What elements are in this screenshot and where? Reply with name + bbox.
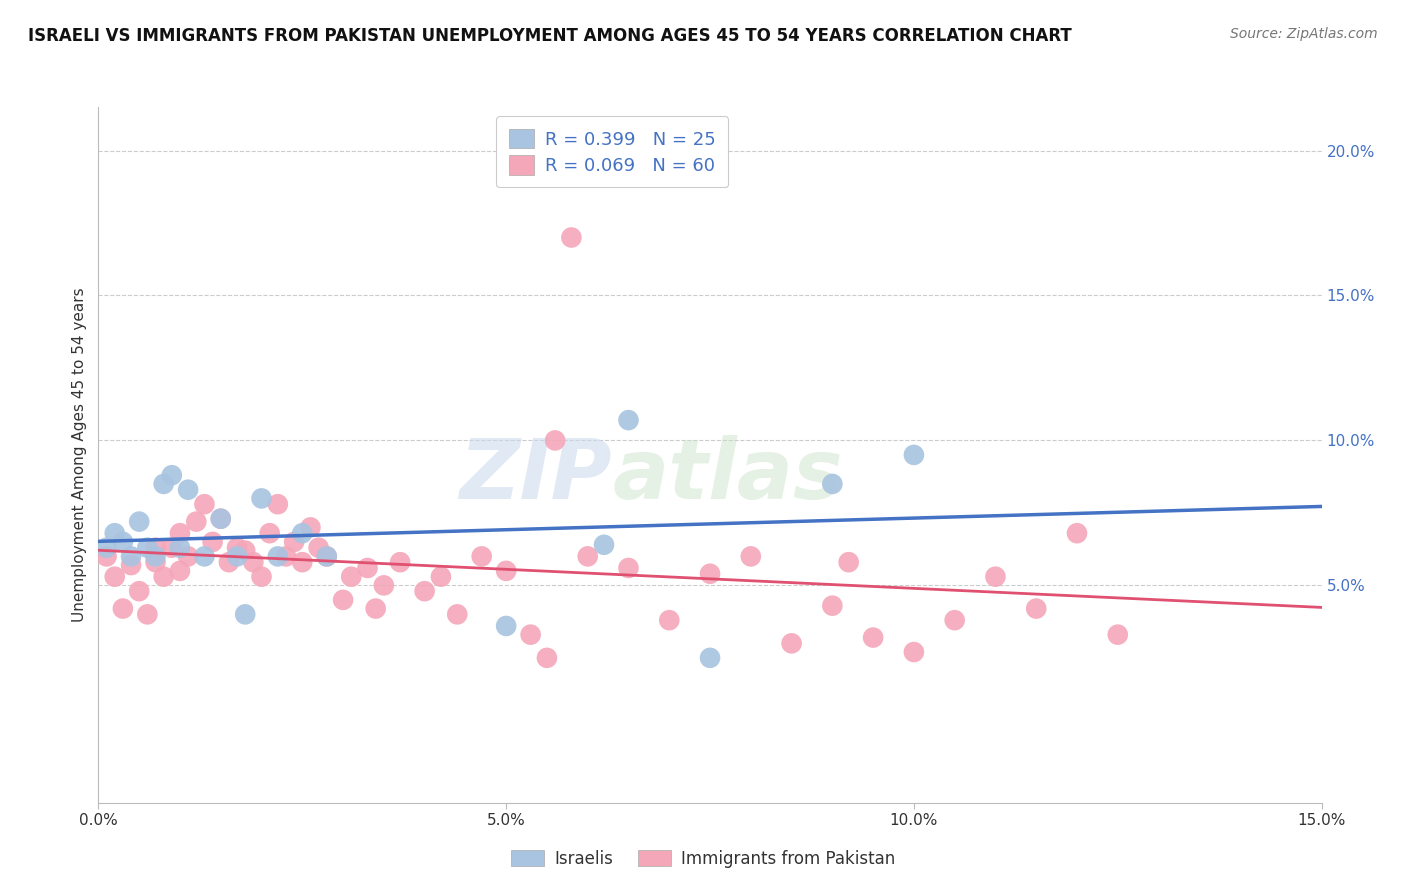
- Y-axis label: Unemployment Among Ages 45 to 54 years: Unemployment Among Ages 45 to 54 years: [72, 287, 87, 623]
- Point: [373, 578, 395, 592]
- Point: [495, 564, 517, 578]
- Point: [1025, 601, 1047, 615]
- Point: [267, 549, 290, 564]
- Point: [111, 601, 134, 615]
- Point: [576, 549, 599, 564]
- Point: [430, 570, 453, 584]
- Legend: Israelis, Immigrants from Pakistan: Israelis, Immigrants from Pakistan: [503, 844, 903, 875]
- Text: Source: ZipAtlas.com: Source: ZipAtlas.com: [1230, 27, 1378, 41]
- Point: [250, 570, 273, 584]
- Text: ISRAELI VS IMMIGRANTS FROM PAKISTAN UNEMPLOYMENT AMONG AGES 45 TO 54 YEARS CORRE: ISRAELI VS IMMIGRANTS FROM PAKISTAN UNEM…: [28, 27, 1071, 45]
- Point: [128, 584, 150, 599]
- Point: [593, 538, 616, 552]
- Point: [177, 483, 200, 497]
- Point: [104, 570, 127, 584]
- Point: [274, 549, 297, 564]
- Point: [315, 549, 337, 564]
- Point: [145, 549, 167, 564]
- Text: ZIP: ZIP: [460, 435, 612, 516]
- Point: [186, 515, 208, 529]
- Point: [169, 541, 191, 555]
- Point: [160, 541, 183, 555]
- Point: [780, 636, 803, 650]
- Point: [96, 541, 118, 555]
- Point: [267, 497, 290, 511]
- Point: [1107, 628, 1129, 642]
- Point: [193, 549, 215, 564]
- Point: [283, 534, 305, 549]
- Point: [364, 601, 387, 615]
- Point: [152, 570, 174, 584]
- Point: [519, 628, 541, 642]
- Point: [332, 592, 354, 607]
- Point: [233, 607, 256, 622]
- Point: [340, 570, 363, 584]
- Point: [413, 584, 436, 599]
- Point: [984, 570, 1007, 584]
- Point: [136, 541, 159, 555]
- Legend: R = 0.399   N = 25, R = 0.069   N = 60: R = 0.399 N = 25, R = 0.069 N = 60: [496, 116, 728, 187]
- Point: [903, 645, 925, 659]
- Point: [291, 555, 314, 569]
- Point: [177, 549, 200, 564]
- Point: [308, 541, 330, 555]
- Point: [471, 549, 494, 564]
- Point: [104, 526, 127, 541]
- Point: [226, 549, 249, 564]
- Point: [544, 434, 567, 448]
- Point: [862, 631, 884, 645]
- Point: [259, 526, 281, 541]
- Point: [145, 555, 167, 569]
- Point: [699, 566, 721, 581]
- Point: [160, 468, 183, 483]
- Point: [111, 534, 134, 549]
- Text: atlas: atlas: [612, 435, 842, 516]
- Point: [169, 564, 191, 578]
- Point: [128, 515, 150, 529]
- Point: [233, 543, 256, 558]
- Point: [145, 541, 167, 555]
- Point: [821, 599, 844, 613]
- Point: [299, 520, 322, 534]
- Point: [209, 511, 232, 525]
- Point: [658, 613, 681, 627]
- Point: [250, 491, 273, 506]
- Point: [446, 607, 468, 622]
- Point: [838, 555, 860, 569]
- Point: [821, 476, 844, 491]
- Point: [169, 526, 191, 541]
- Point: [193, 497, 215, 511]
- Point: [617, 561, 640, 575]
- Point: [943, 613, 966, 627]
- Point: [226, 541, 249, 555]
- Point: [242, 555, 264, 569]
- Point: [291, 526, 314, 541]
- Point: [699, 651, 721, 665]
- Point: [356, 561, 378, 575]
- Point: [1066, 526, 1088, 541]
- Point: [903, 448, 925, 462]
- Point: [209, 511, 232, 525]
- Point: [315, 549, 337, 564]
- Point: [136, 607, 159, 622]
- Point: [120, 549, 142, 564]
- Point: [740, 549, 762, 564]
- Point: [152, 476, 174, 491]
- Point: [495, 619, 517, 633]
- Point: [560, 230, 582, 244]
- Point: [120, 558, 142, 573]
- Point: [201, 534, 224, 549]
- Point: [389, 555, 412, 569]
- Point: [617, 413, 640, 427]
- Point: [218, 555, 240, 569]
- Point: [536, 651, 558, 665]
- Point: [96, 549, 118, 564]
